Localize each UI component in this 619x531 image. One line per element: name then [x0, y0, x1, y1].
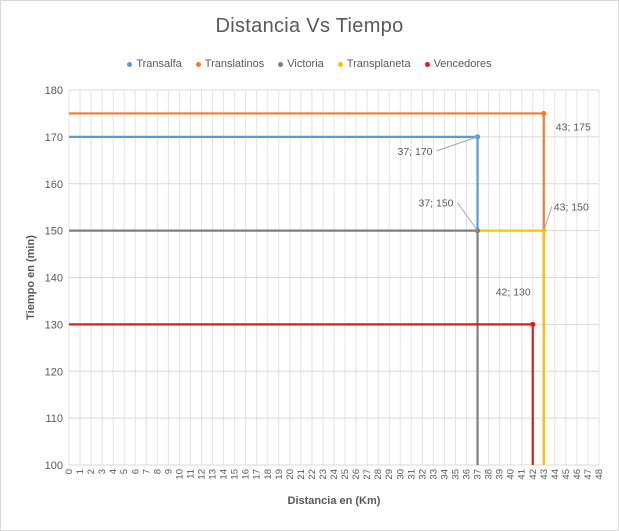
x-tick-label: 47: [583, 469, 594, 480]
y-tick-label: 160: [45, 179, 63, 191]
data-point-1: [541, 110, 547, 117]
legend-marker: [337, 61, 343, 67]
chart-title: Distancia Vs Tiempo: [215, 15, 404, 37]
legend-marker: [278, 61, 284, 67]
x-tick-label: 28: [373, 469, 384, 480]
y-tick-label: 110: [45, 413, 63, 425]
data-label-leader: [436, 136, 478, 152]
data-label-2: 37; 150: [418, 198, 453, 210]
series-line-1: [69, 112, 545, 465]
legend-item-2: Victoria: [278, 58, 324, 70]
x-tick-label: 9: [163, 469, 174, 474]
y-tick-label: 150: [45, 226, 63, 238]
x-tick-label: 21: [296, 469, 307, 480]
x-tick-label: 22: [307, 469, 318, 480]
x-tick-label: 35: [450, 469, 461, 480]
x-tick-label: 43: [539, 469, 550, 480]
x-tick-label: 17: [252, 469, 263, 480]
x-tick-label: 34: [439, 469, 450, 480]
x-tick-label: 31: [406, 469, 417, 480]
x-tick-label: 41: [517, 469, 528, 480]
legend-marker: [424, 61, 430, 67]
x-tick-label: 16: [241, 469, 252, 480]
x-tick-label: 3: [97, 469, 108, 474]
legend-label: Victoria: [287, 58, 324, 70]
x-tick-label: 44: [550, 469, 561, 480]
x-tick-label: 4: [108, 469, 119, 474]
x-tick-label: 2: [86, 469, 97, 474]
data-point-4: [530, 321, 536, 327]
x-tick-label: 39: [495, 469, 506, 480]
legend-item-4: Vencedores: [424, 58, 492, 70]
x-tick-label: 10: [174, 469, 185, 480]
x-tick-label: 24: [329, 469, 340, 480]
x-tick-label: 26: [351, 469, 362, 480]
data-label-0: 37; 170: [397, 146, 432, 158]
y-tick-label: 180: [45, 85, 63, 97]
y-tick-label: 130: [45, 319, 63, 331]
x-tick-label: 45: [561, 469, 572, 480]
x-tick-label: 29: [384, 469, 395, 480]
x-tick-label: 32: [417, 469, 428, 480]
x-tick-label: 36: [462, 469, 473, 480]
series-line-2: [69, 229, 479, 465]
y-tick-label: 140: [45, 273, 63, 285]
legend-label: Vencedores: [433, 58, 492, 70]
legend-marker: [127, 61, 133, 67]
x-tick-label: 30: [395, 469, 406, 480]
x-tick-label: 5: [119, 469, 130, 474]
x-tick-label: 27: [362, 469, 373, 480]
x-tick-label: 38: [484, 469, 495, 480]
x-tick-label: 13: [208, 469, 219, 480]
x-tick-label: 18: [263, 469, 274, 480]
data-label-3: 43; 150: [554, 202, 589, 214]
x-tick-label: 14: [219, 469, 230, 480]
x-tick-label: 7: [141, 469, 152, 474]
x-tick-label: 33: [428, 469, 439, 480]
x-tick-label: 37: [473, 469, 484, 480]
chart-legend: Transalfa Translatinos Victoria Transplanet…: [1, 58, 618, 70]
legend-label: Transplaneta: [346, 58, 411, 70]
x-tick-label: 48: [594, 469, 605, 480]
x-tick-label: 40: [506, 469, 517, 480]
data-label-leader: [457, 202, 478, 231]
x-tick-label: 23: [318, 469, 329, 480]
x-tick-label: 42: [528, 469, 539, 480]
legend-marker: [195, 61, 201, 67]
legend-item-3: Transplaneta: [337, 58, 411, 70]
legend-label: Translatinos: [204, 58, 265, 70]
data-label-1: 43; 175: [556, 121, 591, 133]
x-tick-label: 6: [130, 469, 141, 474]
data-label-4: 42; 130: [496, 286, 531, 298]
y-tick-label: 170: [45, 132, 63, 144]
legend-item-0: Transalfa: [127, 58, 182, 70]
x-tick-label: 25: [340, 469, 351, 480]
x-tick-label: 8: [152, 469, 163, 474]
data-label-leader: [543, 206, 553, 231]
x-tick-label: 0: [64, 469, 75, 474]
x-axis-title: Distancia en (Km): [288, 495, 381, 507]
legend-item-1: Translatinos: [195, 58, 265, 70]
y-tick-label: 120: [45, 366, 63, 378]
x-tick-label: 12: [197, 469, 208, 480]
x-tick-label: 19: [274, 469, 285, 480]
x-tick-label: 11: [185, 469, 196, 479]
y-axis-title: Tiempo en (min): [25, 235, 37, 320]
x-tick-label: 46: [572, 469, 583, 480]
x-tick-label: 20: [285, 469, 296, 480]
x-tick-label: 1: [75, 469, 86, 474]
y-tick-label: 100: [45, 460, 63, 472]
legend-label: Transalfa: [136, 58, 182, 70]
x-tick-label: 15: [230, 469, 241, 480]
